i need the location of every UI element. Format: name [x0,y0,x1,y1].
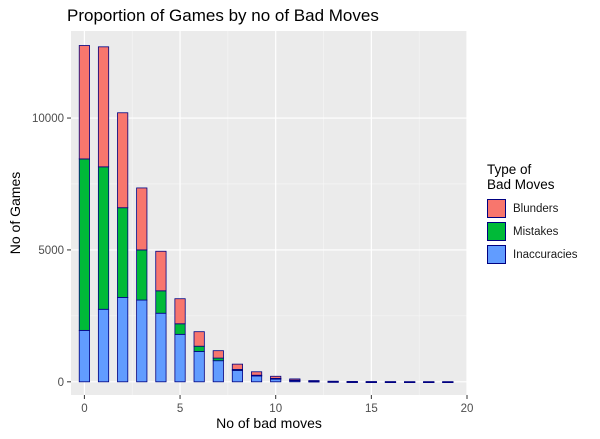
legend-item-blunders: Blunders [487,197,597,220]
bar-mistakes-4 [155,290,167,314]
bar-blunders-18 [423,381,435,383]
legend-swatch [487,199,506,218]
y-axis-title: No of Games [7,172,23,254]
bar-inaccuracies-2 [117,297,129,383]
bar-blunders-6 [193,331,205,347]
y-tick-label: 0 [58,377,64,389]
bar-mistakes-3 [136,249,148,301]
legend-title: Type of Bad Moves [487,162,555,192]
x-tick-label: 10 [269,403,282,415]
bar-blunders-3 [136,187,148,251]
legend-label: Mistakes [513,225,559,238]
bar-inaccuracies-5 [174,333,186,383]
bar-blunders-15 [365,381,377,383]
bar-inaccuracies-3 [136,299,148,383]
legend-item-inaccuracies: Inaccuracies [487,243,597,266]
x-tick-label: 0 [81,403,87,415]
bar-inaccuracies-6 [193,351,205,383]
bar-mistakes-0 [78,158,90,331]
bar-inaccuracies-1 [97,308,110,383]
legend-label: Blunders [513,202,559,215]
bar-mistakes-2 [117,207,129,298]
x-tick-label: 15 [365,403,378,415]
bar-inaccuracies-9 [250,375,263,383]
legend: Type of Bad Moves Blunders Mistakes Inaccu… [487,162,597,266]
bar-blunders-19 [442,381,454,383]
bar-inaccuracies-0 [78,329,90,383]
bar-blunders-8 [231,363,243,370]
legend-swatch [487,245,506,264]
x-tick-label: 5 [177,403,183,415]
bar-blunders-4 [155,250,167,292]
bar-inaccuracies-4 [155,312,167,383]
bar-blunders-2 [117,112,129,209]
y-tick-label: 10000 [32,113,64,125]
bar-blunders-17 [404,381,416,383]
bar-blunders-7 [212,350,224,359]
y-tick-label: 5000 [38,245,64,257]
bar-blunders-16 [384,381,397,383]
bar-blunders-9 [250,371,263,376]
bar-blunders-13 [327,380,339,383]
bar-blunders-0 [78,45,90,160]
legend-item-mistakes: Mistakes [487,220,597,243]
bar-blunders-12 [308,380,320,382]
bar-blunders-10 [270,375,282,379]
legend-items: Blunders Mistakes Inaccuracies [487,197,597,266]
bar-mistakes-1 [97,166,110,310]
plot-panel [71,31,467,395]
x-tick-label: 20 [461,403,474,415]
bar-mistakes-5 [174,323,186,335]
bar-blunders-11 [289,378,301,381]
legend-swatch [487,222,506,241]
bar-inaccuracies-8 [231,370,243,383]
bar-mistakes-6 [193,345,205,352]
bar-inaccuracies-7 [212,360,224,383]
bar-blunders-14 [346,381,358,383]
x-axis-title: No of bad moves [216,415,322,431]
chart-title: Proportion of Games by no of Bad Moves [67,6,379,25]
bar-blunders-1 [97,46,110,168]
legend-label: Inaccuracies [513,248,578,261]
bar-blunders-5 [174,298,186,325]
